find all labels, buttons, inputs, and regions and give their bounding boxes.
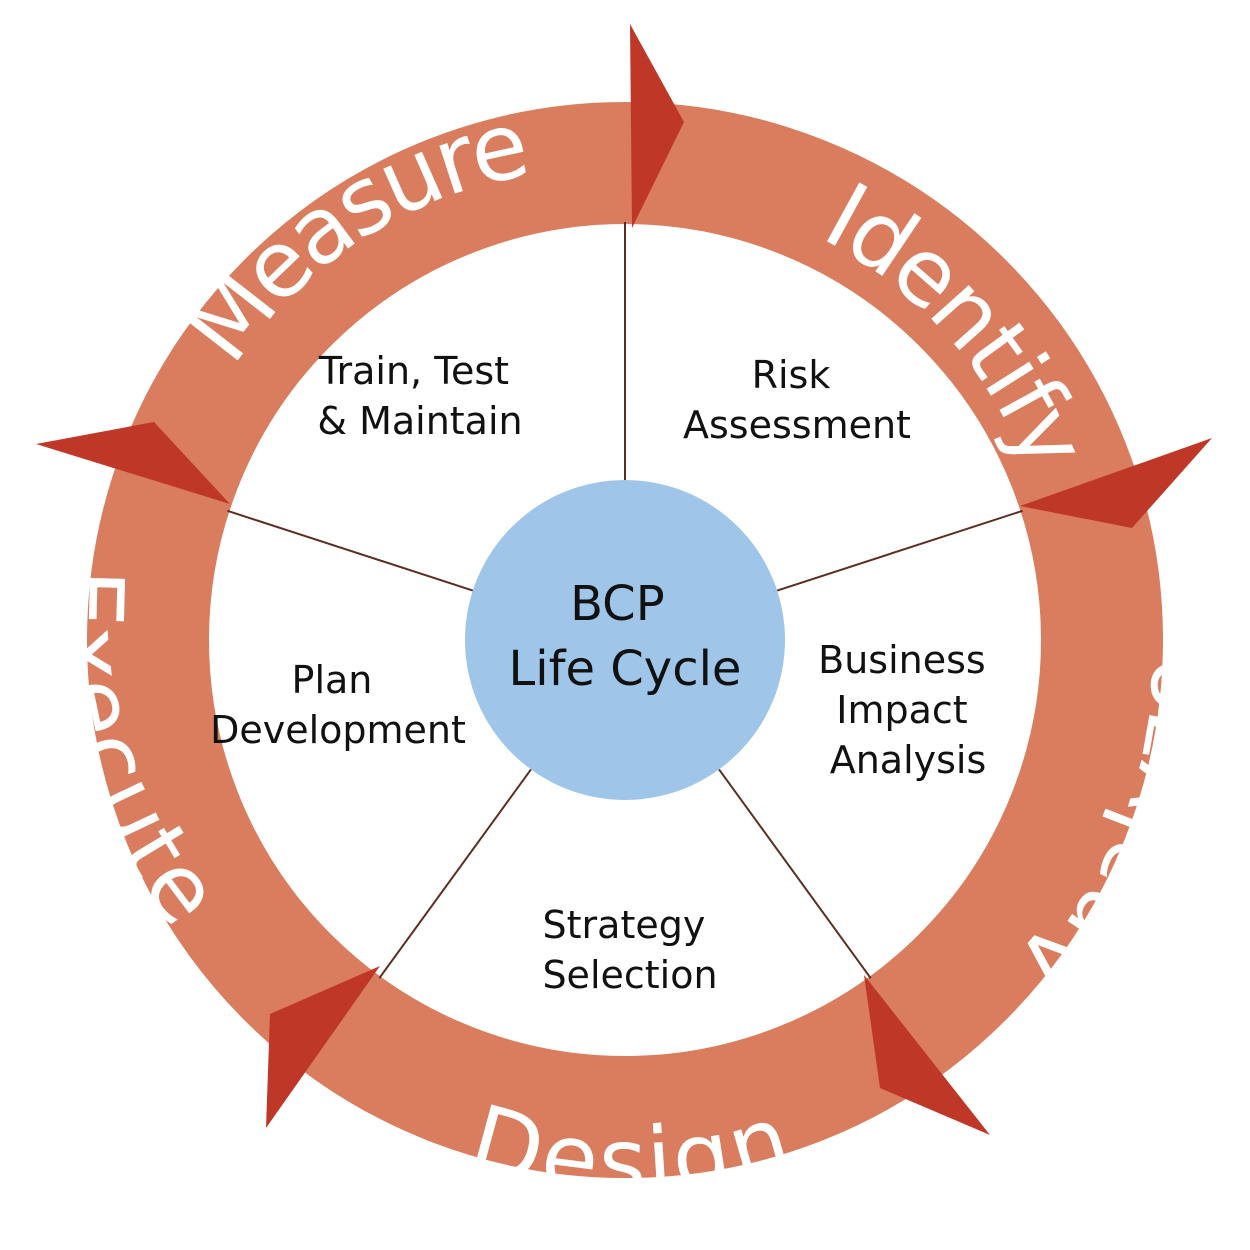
segment-label-risk-assessment: Risk Assessment [683,353,911,447]
segment-label-business-impact-analysis: Business Impact Analysis [818,638,998,782]
spokes [227,222,1023,979]
hub-circle [465,480,785,800]
segment-label-train-test-maintain: Train, Test & Maintain [317,349,522,443]
spoke-line-4 [378,768,532,979]
arrow-bottom-right [864,975,990,1135]
spoke-line-3 [718,768,872,979]
cycle-arrows [36,24,1212,1135]
arrow-left [36,422,230,504]
arrow-top [630,24,684,228]
arrow-right [1020,438,1212,528]
segment-label-strategy-selection: Strategy Selection [542,903,717,997]
spoke-line-5 [227,509,474,592]
hub-label: BCP Life Cycle [509,576,742,697]
arrow-bottom-left [266,966,380,1128]
spoke-line-2 [776,509,1023,592]
cycle-ring [87,102,1163,1178]
segment-label-plan-development: Plan Development [210,658,466,752]
